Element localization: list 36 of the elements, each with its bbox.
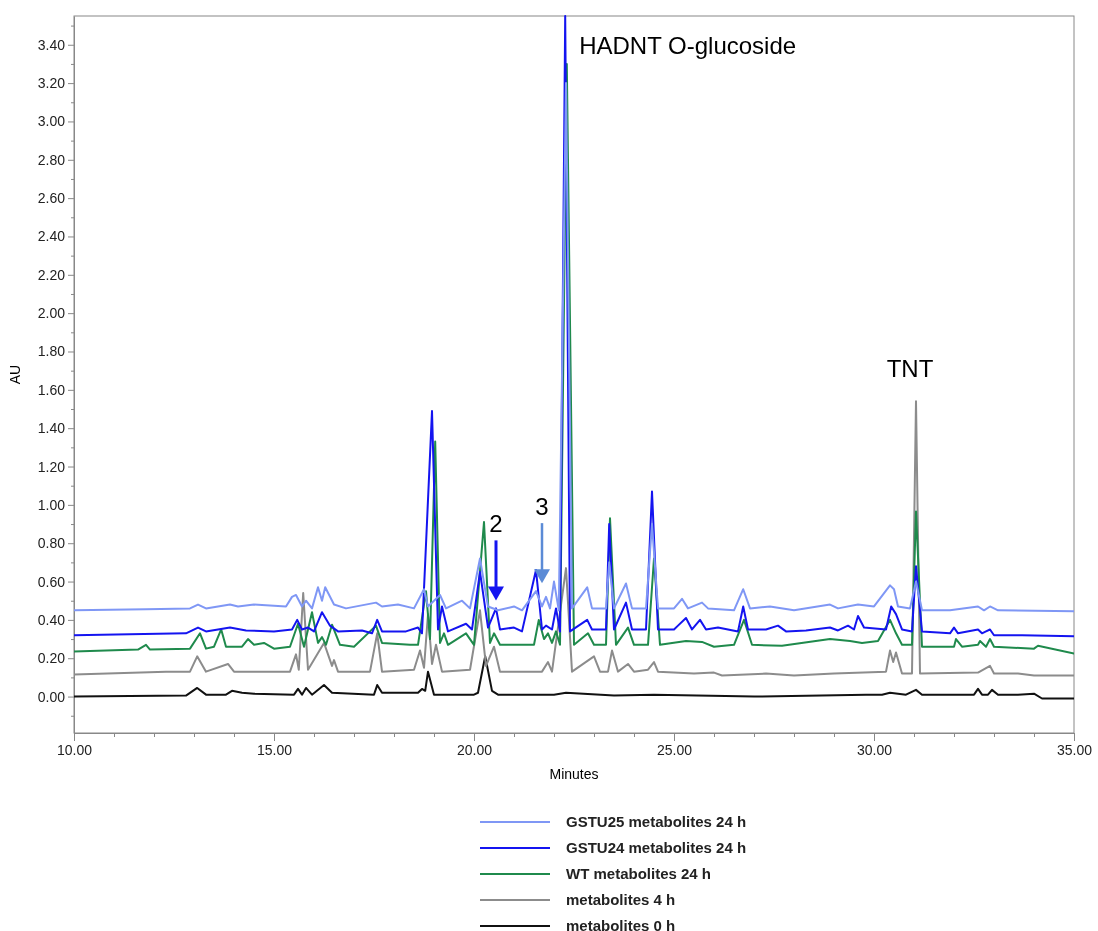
y-tick-label: 1.60 (37, 381, 66, 398)
x-tick-label: 35.00 (1056, 741, 1093, 758)
y-tick-label: 1.80 (37, 343, 66, 360)
legend-label: GSTU24 metabolites 24 h (566, 839, 747, 856)
y-tick-label: 3.40 (37, 36, 66, 53)
x-tick-label: 30.00 (856, 741, 893, 758)
y-tick-label: 0.40 (37, 611, 66, 628)
x-tick-label: 25.00 (656, 741, 693, 758)
x-tick-label: 20.00 (456, 741, 493, 758)
y-tick-label: 2.00 (37, 305, 66, 322)
x-tick-label: 15.00 (256, 741, 293, 758)
y-tick-label: 0.60 (37, 573, 66, 590)
y-tick-label: 0.00 (37, 688, 66, 705)
y-axis-title: AU (7, 364, 23, 385)
y-tick-label: 2.20 (37, 266, 66, 283)
annotation: 2 (489, 510, 503, 538)
y-tick-label: 3.00 (37, 113, 66, 130)
y-tick-label: 1.40 (37, 420, 66, 437)
legend-label: metabolites 0 h (566, 917, 676, 931)
legend-label: WT metabolites 24 h (566, 865, 712, 882)
y-tick-label: 1.00 (37, 496, 66, 513)
y-tick-label: 2.80 (37, 151, 66, 168)
y-tick-label: 0.20 (37, 650, 66, 667)
x-axis-title: Minutes (549, 766, 599, 782)
legend-label: GSTU25 metabolites 24 h (566, 813, 747, 830)
y-tick-label: 1.20 (37, 458, 66, 475)
y-tick-label: 3.20 (37, 75, 66, 92)
x-tick-label: 10.00 (56, 741, 93, 758)
y-tick-label: 0.80 (37, 535, 66, 552)
annotation: TNT (886, 355, 934, 383)
annotation: 3 (535, 493, 549, 521)
line-series (74, 655, 1074, 700)
legend-label: metabolites 4 h (566, 891, 676, 908)
y-tick-label: 2.60 (37, 190, 66, 207)
annotation: HADNT O-glucoside (579, 32, 797, 59)
y-tick-label: 2.40 (37, 228, 66, 245)
